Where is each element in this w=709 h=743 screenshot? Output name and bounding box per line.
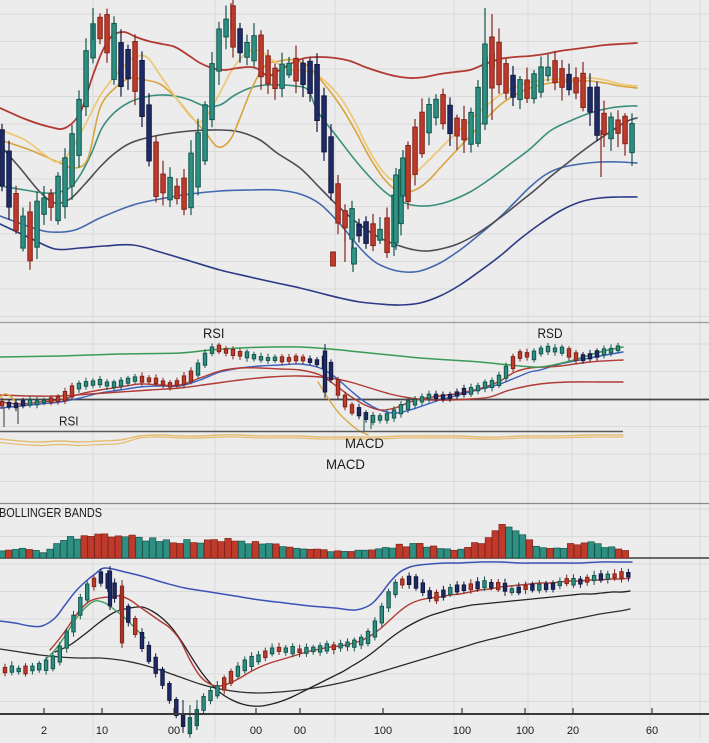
svg-text:RSI: RSI	[203, 325, 225, 341]
svg-text:00: 00	[250, 725, 262, 737]
svg-text:MACD: MACD	[326, 456, 365, 472]
svg-text:100: 100	[453, 725, 471, 737]
svg-text:00: 00	[168, 725, 180, 737]
svg-text:MACD: MACD	[345, 435, 384, 451]
svg-text:00: 00	[294, 725, 306, 737]
svg-text:10: 10	[96, 725, 108, 737]
svg-text:60: 60	[646, 725, 658, 737]
svg-text:2: 2	[41, 725, 47, 737]
svg-text:RSD: RSD	[538, 325, 563, 341]
svg-text:RSI: RSI	[59, 414, 79, 429]
svg-text:BOLLINGER BANDS: BOLLINGER BANDS	[0, 505, 102, 520]
svg-text:100: 100	[374, 725, 392, 737]
svg-text:20: 20	[567, 725, 579, 737]
svg-text:100: 100	[516, 725, 534, 737]
